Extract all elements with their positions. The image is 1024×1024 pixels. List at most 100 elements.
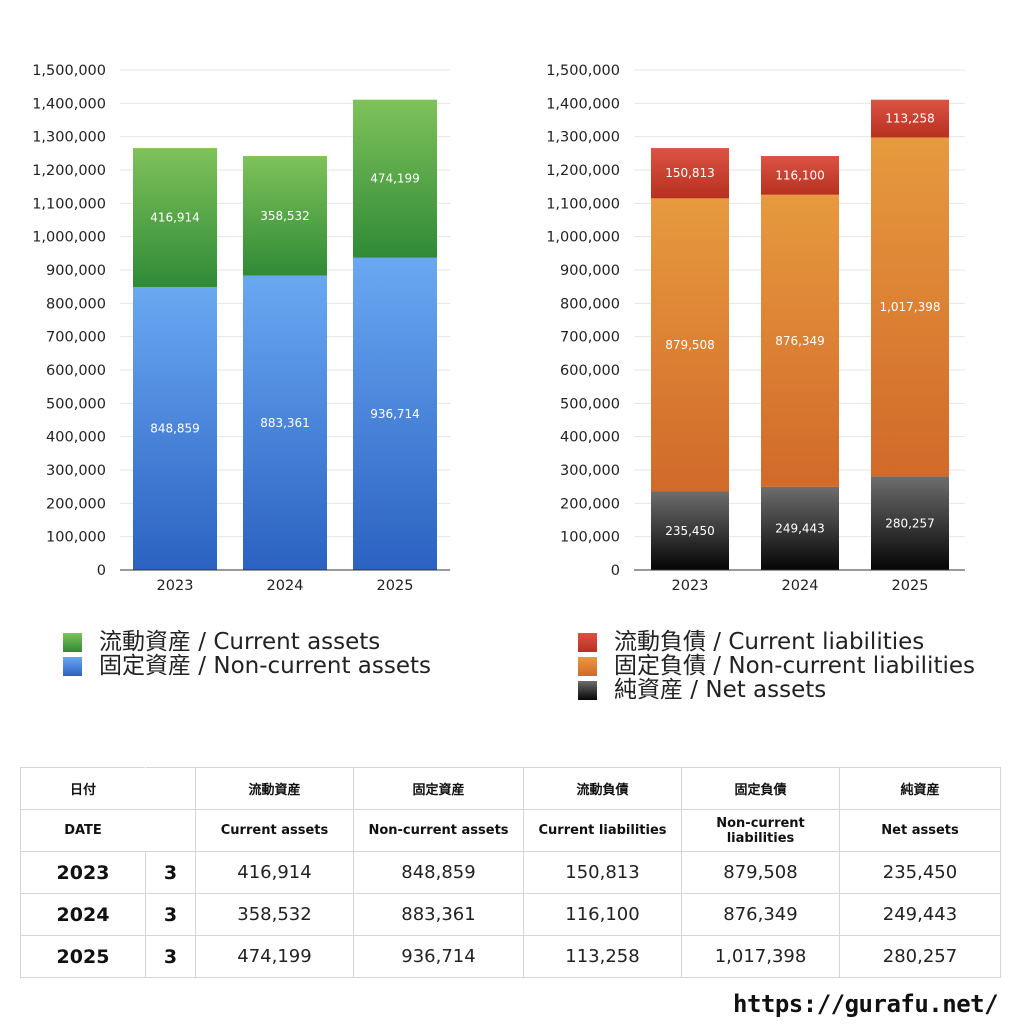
cell-noncurrent-assets: 848,859 xyxy=(353,851,524,894)
data-label-non-current-liabilities-2023: 879,508 xyxy=(665,338,715,352)
y-tick-label: 400,000 xyxy=(46,430,106,446)
liabilities-chart: 0 100,000 200,000 300,000 400,000 500,000 600,… xyxy=(546,63,965,594)
cell-noncurrent-liabilities: 876,349 xyxy=(681,893,840,936)
bar-non-current-assets-2024 xyxy=(243,275,327,570)
y-tick-label: 1,400,000 xyxy=(32,96,106,112)
y-tick-label: 1,400,000 xyxy=(546,96,620,112)
y-tick-label: 900,000 xyxy=(46,263,106,279)
y-tick-label: 600,000 xyxy=(46,363,106,379)
bar-current-assets-2023 xyxy=(133,148,217,288)
data-label-current-liabilities-2023: 150,813 xyxy=(665,166,715,180)
y-tick-label: 1,200,000 xyxy=(546,163,620,179)
x-tick-label: 2023 xyxy=(672,578,709,594)
x-tick-label: 2024 xyxy=(267,578,304,594)
bar-non-current-assets-2023 xyxy=(133,287,217,570)
row-year: 2023 xyxy=(20,851,146,894)
row-month: 3 xyxy=(145,851,196,894)
bar-non-current-liabilities-2024 xyxy=(761,194,839,487)
bar-non-current-liabilities-2025 xyxy=(871,137,949,477)
header-current-assets-jp: 流動資産 xyxy=(195,767,354,810)
data-label-non-current-liabilities-2024: 876,349 xyxy=(775,334,825,348)
legend-item-noncurrent-liabilities: 固定負債 / Non-current liabilities xyxy=(578,654,975,678)
y-tick-label: 1,200,000 xyxy=(32,163,106,179)
footer-url[interactable]: https://gurafu.net/ xyxy=(733,990,999,1018)
bar-current-liabilities-2024 xyxy=(761,156,839,195)
y-tick-label: 700,000 xyxy=(46,330,106,346)
liabilities-legend: 流動負債 / Current liabilities 固定負債 / Non-cu… xyxy=(578,630,975,702)
y-tick-label: 0 xyxy=(97,563,106,579)
data-label-net-assets-2024: 249,443 xyxy=(775,521,825,535)
table-row: 2024 3 358,532 883,361 116,100 876,349 2… xyxy=(20,893,1001,936)
table-header-row-jp: 日付 流動資産 固定資産 流動負債 固定負債 純資産 xyxy=(20,767,1001,810)
header-date-jp: 日付 xyxy=(20,767,146,810)
x-tick-label: 2025 xyxy=(892,578,929,594)
cell-noncurrent-liabilities: 879,508 xyxy=(681,851,840,894)
data-label-net-assets-2023: 235,450 xyxy=(665,524,715,538)
header-month-en xyxy=(145,809,196,852)
y-tick-label: 1,100,000 xyxy=(32,196,106,212)
header-net-assets-jp: 純資産 xyxy=(839,767,1001,810)
header-noncurrent-assets-en: Non-current assets xyxy=(353,809,524,852)
legend-label-net-assets: 純資産 / Net assets xyxy=(614,677,827,703)
legend-item-noncurrent-assets: 固定資産 / Non-current assets xyxy=(63,654,431,678)
y-tick-label: 600,000 xyxy=(560,363,620,379)
bar-net-assets-2023 xyxy=(651,491,729,570)
y-tick-label: 200,000 xyxy=(560,496,620,512)
row-month: 3 xyxy=(145,935,196,978)
y-tick-label: 100,000 xyxy=(46,530,106,546)
y-tick-label: 200,000 xyxy=(46,496,106,512)
row-month: 3 xyxy=(145,893,196,936)
data-label-net-assets-2025: 280,257 xyxy=(885,516,935,530)
bar-current-liabilities-2023 xyxy=(651,148,729,199)
y-tick-label: 300,000 xyxy=(560,463,620,479)
legend-label-current-assets: 流動資産 / Current assets xyxy=(99,629,381,655)
header-noncurrent-assets-jp: 固定資産 xyxy=(353,767,524,810)
bar-net-assets-2025 xyxy=(871,476,949,570)
y-tick-label: 1,100,000 xyxy=(546,196,620,212)
y-tick-label: 400,000 xyxy=(560,430,620,446)
y-tick-label: 1,000,000 xyxy=(546,230,620,246)
table-row: 2023 3 416,914 848,859 150,813 879,508 2… xyxy=(20,851,1001,894)
header-net-assets-en: Net assets xyxy=(839,809,1001,852)
cell-current-liabilities: 150,813 xyxy=(523,851,682,894)
legend-item-current-assets: 流動資産 / Current assets xyxy=(63,630,431,654)
y-tick-label: 1,500,000 xyxy=(546,63,620,79)
table-header-row-en: DATE Current assets Non-current assets C… xyxy=(20,809,1001,852)
y-tick-label: 700,000 xyxy=(560,330,620,346)
legend-item-net-assets: 純資産 / Net assets xyxy=(578,678,975,702)
bar-current-assets-2025 xyxy=(353,99,437,258)
x-tick-label: 2023 xyxy=(157,578,194,594)
cell-net-assets: 280,257 xyxy=(839,935,1001,978)
data-label-non-current-assets-2024: 883,361 xyxy=(260,416,310,430)
bar-current-assets-2024 xyxy=(243,156,327,276)
x-tick-label: 2025 xyxy=(377,578,414,594)
y-tick-label: 500,000 xyxy=(560,396,620,412)
y-tick-label: 1,300,000 xyxy=(32,130,106,146)
bar-current-liabilities-2025 xyxy=(871,99,949,138)
y-tick-label: 1,000,000 xyxy=(32,230,106,246)
header-date-en: DATE xyxy=(20,809,146,852)
cell-noncurrent-assets: 883,361 xyxy=(353,893,524,936)
header-noncurrent-liabilities-en: Non-current liabilities xyxy=(681,809,840,852)
cell-current-assets: 416,914 xyxy=(195,851,354,894)
bar-non-current-assets-2025 xyxy=(353,257,437,570)
cell-net-assets: 249,443 xyxy=(839,893,1001,936)
legend-item-current-liabilities: 流動負債 / Current liabilities xyxy=(578,630,975,654)
header-current-assets-en: Current assets xyxy=(195,809,354,852)
legend-label-current-liabilities: 流動負債 / Current liabilities xyxy=(614,629,925,655)
table-row: 2025 3 474,199 936,714 113,258 1,017,398… xyxy=(20,935,1001,978)
legend-swatch-current-liabilities xyxy=(578,632,597,652)
data-table: 日付 流動資産 固定資産 流動負債 固定負債 純資産 DATE Current … xyxy=(20,767,1001,978)
cell-noncurrent-liabilities: 1,017,398 xyxy=(681,935,840,978)
y-tick-label: 900,000 xyxy=(560,263,620,279)
legend-swatch-net-assets xyxy=(578,680,597,700)
legend-label-noncurrent-assets: 固定資産 / Non-current assets xyxy=(99,653,432,679)
data-label-non-current-assets-2023: 848,859 xyxy=(150,422,200,436)
y-tick-label: 0 xyxy=(611,563,620,579)
bar-non-current-liabilities-2023 xyxy=(651,198,729,492)
header-current-liabilities-en: Current liabilities xyxy=(523,809,682,852)
legend-label-noncurrent-liabilities: 固定負債 / Non-current liabilities xyxy=(614,653,975,679)
cell-current-assets: 474,199 xyxy=(195,935,354,978)
y-tick-label: 800,000 xyxy=(560,296,620,312)
assets-legend: 流動資産 / Current assets 固定資産 / Non-current… xyxy=(63,630,431,678)
